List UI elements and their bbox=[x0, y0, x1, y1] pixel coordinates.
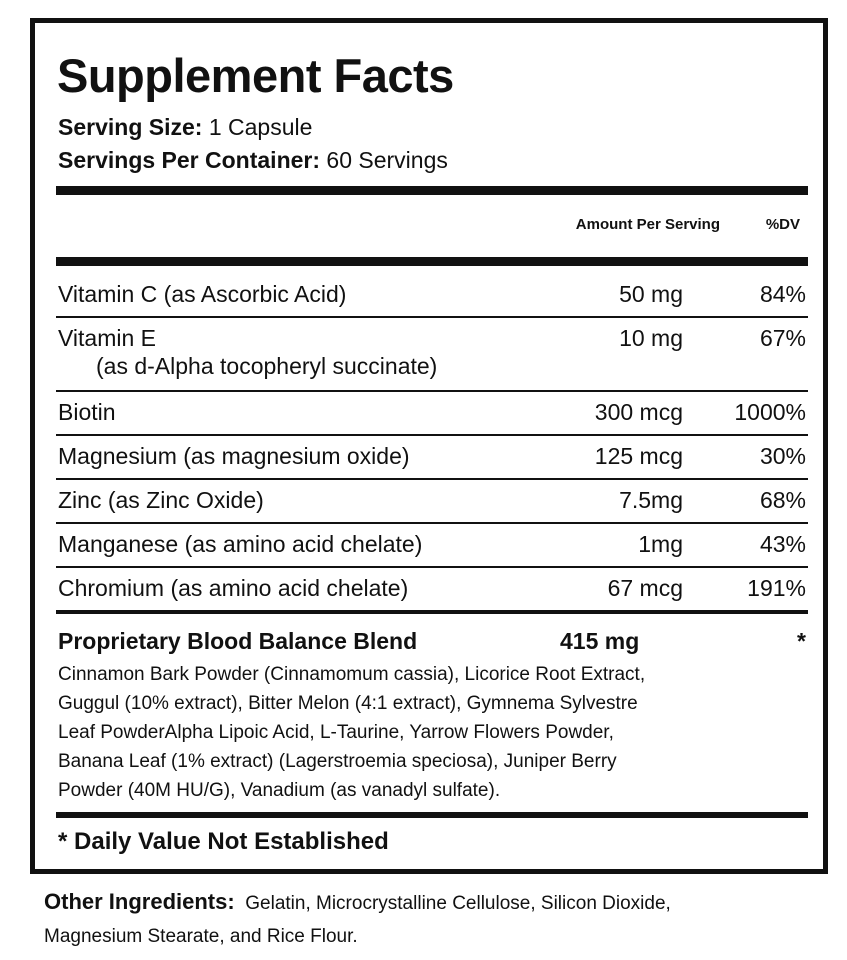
footnote: * Daily Value Not Established bbox=[58, 828, 389, 855]
amount-header: Amount Per Serving bbox=[575, 216, 720, 233]
row-divider bbox=[56, 478, 808, 480]
label: Servings Per Container: bbox=[58, 147, 321, 173]
title: Supplement Facts bbox=[57, 49, 454, 102]
amount: 1mg bbox=[638, 531, 683, 557]
nutrient-name: Zinc (as Zinc Oxide) bbox=[58, 487, 264, 513]
row-divider bbox=[56, 566, 808, 568]
amount: 7.5mg bbox=[619, 487, 683, 513]
thick-bar bbox=[56, 812, 808, 818]
thick-bar bbox=[56, 257, 808, 266]
blend-amount: 415 mg bbox=[560, 628, 640, 654]
text: Gelatin, Microcrystalline Cellulose, Sil… bbox=[245, 893, 671, 914]
dv: 84% bbox=[759, 281, 806, 307]
other-ingredients: Magnesium Stearate, and Rice Flour. bbox=[44, 926, 358, 947]
dv: 191% bbox=[747, 575, 806, 601]
row-divider bbox=[56, 316, 808, 318]
ingredient-line: Powder (40M HU/G), Vanadium (as vanadyl … bbox=[58, 780, 501, 801]
blend-dv: * bbox=[797, 628, 806, 654]
amount: 300 mcg bbox=[594, 399, 683, 425]
value: 1 Capsule bbox=[208, 114, 313, 140]
row-divider bbox=[56, 522, 808, 524]
nutrient-name: Biotin bbox=[58, 399, 116, 425]
dv: 43% bbox=[759, 531, 806, 557]
row-divider bbox=[56, 434, 808, 436]
servings-per-container: Servings Per Container: 60 Servings bbox=[58, 147, 448, 174]
ingredient-line: Cinnamon Bark Powder (Cinnamomum cassia)… bbox=[58, 664, 646, 685]
nutrient-name: Manganese (as amino acid chelate) bbox=[58, 531, 423, 557]
label: Serving Size: bbox=[58, 114, 203, 140]
dv: 1000% bbox=[734, 399, 806, 425]
medium-bar bbox=[56, 610, 808, 614]
nutrient-name: Vitamin E bbox=[58, 325, 157, 351]
ingredient-line: Banana Leaf (1% extract) (Lagerstroemia … bbox=[58, 751, 617, 772]
label-frame bbox=[30, 18, 828, 874]
amount: 125 mcg bbox=[594, 443, 683, 469]
ingredient-line: Guggul (10% extract), Bitter Melon (4:1 … bbox=[58, 693, 638, 714]
thick-bar bbox=[56, 186, 808, 195]
nutrient-note: (as d-Alpha tocopheryl succinate) bbox=[96, 353, 438, 379]
amount: 10 mg bbox=[619, 325, 683, 351]
value: 60 Servings bbox=[326, 147, 448, 173]
nutrient-name: Magnesium (as magnesium oxide) bbox=[58, 443, 410, 469]
nutrient-name: Chromium (as amino acid chelate) bbox=[58, 575, 409, 601]
dv: 67% bbox=[759, 325, 806, 351]
label: Other Ingredients: bbox=[44, 889, 235, 914]
dv-header: %DV bbox=[765, 216, 800, 233]
row-divider bbox=[56, 390, 808, 392]
blend-name: Proprietary Blood Balance Blend bbox=[58, 628, 418, 654]
amount: 67 mcg bbox=[607, 575, 683, 601]
dv: 30% bbox=[759, 443, 806, 469]
serving-size: Serving Size: 1 Capsule bbox=[58, 114, 312, 141]
nutrient-name: Vitamin C (as Ascorbic Acid) bbox=[58, 281, 347, 307]
dv: 68% bbox=[759, 487, 806, 513]
other-ingredients: Other Ingredients: Gelatin, Microcrystal… bbox=[44, 889, 671, 915]
amount: 50 mg bbox=[619, 281, 683, 307]
ingredient-line: Leaf PowderAlpha Lipoic Acid, L-Taurine,… bbox=[58, 722, 614, 743]
